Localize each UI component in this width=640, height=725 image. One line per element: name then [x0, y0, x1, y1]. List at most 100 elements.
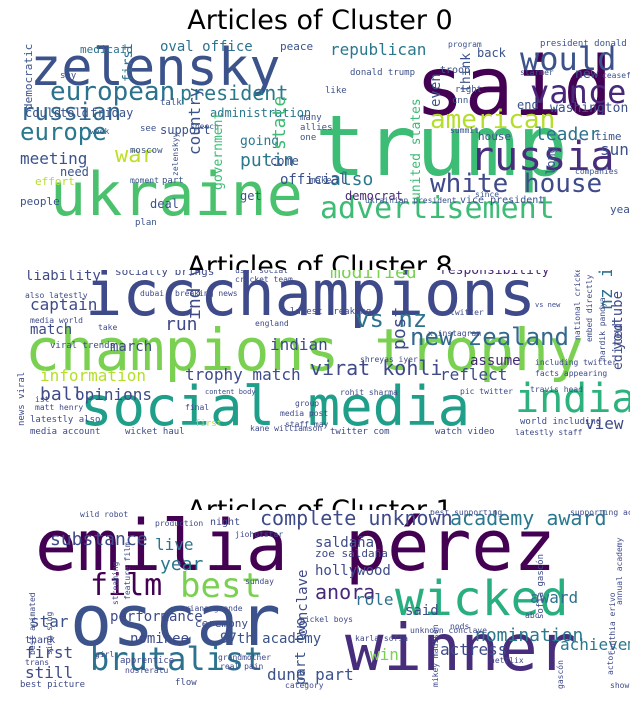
- cloud-word: like: [325, 86, 347, 96]
- cloud-word: real pain: [220, 662, 264, 671]
- cloud-word: reflect: [440, 365, 507, 384]
- cloud-word: india: [515, 376, 630, 422]
- cloud-word: academy award: [450, 510, 607, 530]
- cloud-word: youtube: [610, 291, 626, 350]
- cloud-word: ukraine: [50, 160, 303, 230]
- cloud-word: actress: [440, 640, 507, 659]
- cloud-word: dubai: [140, 289, 164, 298]
- cloud-word: media account: [30, 427, 100, 437]
- cloud-word: night: [210, 517, 240, 528]
- cloud-word: also latestly: [25, 291, 88, 300]
- cloud-word: edited: [611, 323, 626, 370]
- cloud-word: user social: [235, 270, 288, 275]
- cloud-word: substance: [50, 529, 148, 550]
- cloud-word: supporting actress: [570, 510, 630, 517]
- cloud-word: end: [517, 98, 539, 112]
- cloud-word: opinions: [75, 385, 152, 404]
- cloud-word: europe: [20, 118, 107, 146]
- cloud-word: news viral: [17, 372, 27, 426]
- cloud-word: need: [60, 165, 89, 179]
- cloud-word: feature film: [123, 542, 132, 600]
- cloud-word: karla sofia: [355, 634, 408, 643]
- cloud-word: ariana grande: [180, 604, 243, 613]
- cloud-word: government: [211, 112, 226, 190]
- cloud-word: white house: [430, 169, 602, 199]
- cloud-word: production: [155, 519, 203, 528]
- cloud-word: still: [25, 663, 73, 682]
- cloud-word: viral trends: [50, 341, 115, 351]
- cloud-word: could: [25, 106, 61, 120]
- cloud-word: run: [165, 314, 198, 335]
- cloud-word: assume: [470, 353, 521, 369]
- cloud-word: house: [478, 130, 511, 143]
- cloud-word: saldaña: [315, 535, 374, 551]
- cloud-word: president: [180, 81, 288, 105]
- cloud-word: democrat: [345, 189, 403, 203]
- cloud-word: first: [25, 643, 73, 662]
- cloud-word: ceasefire: [602, 71, 630, 80]
- cloud-word: time: [595, 130, 622, 143]
- cloud-word: republican: [330, 40, 426, 59]
- cloud-word: trophy match: [185, 365, 301, 384]
- cloud-word: sing sing: [45, 611, 54, 655]
- cloud-word: staff may: [285, 420, 329, 429]
- cloud-word: kane williamson: [250, 424, 322, 433]
- cloud-word: embed directly: [585, 274, 594, 342]
- cloud-word: win: [370, 645, 399, 664]
- cloud-word: nominee: [130, 631, 189, 647]
- cloud-word: get: [240, 189, 262, 203]
- cloud-word: russian: [20, 98, 121, 126]
- cloud-word: even: [428, 73, 444, 107]
- cloud-word: democratic: [22, 44, 35, 110]
- cloud-word: responsibility: [440, 270, 550, 278]
- cloud-word: part two: [293, 618, 309, 685]
- cloud-word: hardik pandya: [598, 297, 607, 360]
- cloud-word: pérez: [345, 510, 556, 587]
- cloud-word: effort: [35, 175, 75, 188]
- cloud-word: category: [285, 681, 324, 690]
- cloud-word: many: [300, 113, 322, 123]
- cloud-word: ind vs: [184, 270, 205, 320]
- cloud-word: european: [50, 77, 175, 107]
- cloud-word: mikey madison: [431, 624, 440, 687]
- word-cloud: champions icc champions trophy social media…: [10, 270, 630, 475]
- cloud-word: peace: [280, 40, 313, 53]
- cloud-word: sofia gascón: [535, 554, 546, 619]
- cloud-word: first: [121, 43, 136, 82]
- cloud-word: icc: [85, 270, 197, 330]
- cloud-word: summit: [450, 126, 479, 135]
- cloud-word: putin: [240, 150, 294, 171]
- cloud-word: live: [155, 535, 194, 554]
- cloud-word: administration: [210, 106, 311, 120]
- cloud-word: nods: [450, 622, 469, 631]
- cloud-word: latestly staff: [515, 428, 583, 437]
- cloud-word: england: [255, 319, 289, 328]
- cloud-word: say: [60, 71, 77, 81]
- cloud-word: watch video: [435, 427, 495, 437]
- cloud-word: actor: [606, 651, 615, 675]
- cloud-word: take: [98, 323, 117, 332]
- cloud-word: modified: [330, 270, 417, 283]
- cloud-word: nz icc: [596, 270, 617, 310]
- cloud-word: think: [459, 53, 474, 92]
- cloud-word: twitter x: [450, 308, 494, 317]
- cloud-word: star: [30, 612, 69, 631]
- cloud-word: nosferatu: [125, 666, 169, 675]
- cloud-word: said: [405, 603, 439, 619]
- cloud-word: told: [60, 106, 89, 120]
- cloud-word: latestly also: [30, 415, 100, 425]
- cloud-word: champions: [200, 270, 536, 330]
- cloud-word: nomination: [475, 625, 583, 646]
- cloud-word: ceremony: [195, 617, 248, 630]
- cloud-word: friday: [90, 106, 133, 120]
- cloud-word: best animated: [28, 592, 37, 655]
- cloud-word: sunday: [245, 577, 274, 586]
- cloud-word: information: [40, 366, 146, 385]
- cloud-word: people: [20, 195, 60, 208]
- cloud-word: medicaid: [80, 43, 133, 56]
- cloud-word: come: [270, 154, 299, 168]
- cloud-word: wicked: [395, 571, 568, 627]
- cluster-panel-0: Articles of Cluster 0 trump said ukraine ze…: [0, 0, 640, 240]
- cloud-word: week: [90, 127, 109, 136]
- cloud-word: nickel boys: [300, 615, 353, 624]
